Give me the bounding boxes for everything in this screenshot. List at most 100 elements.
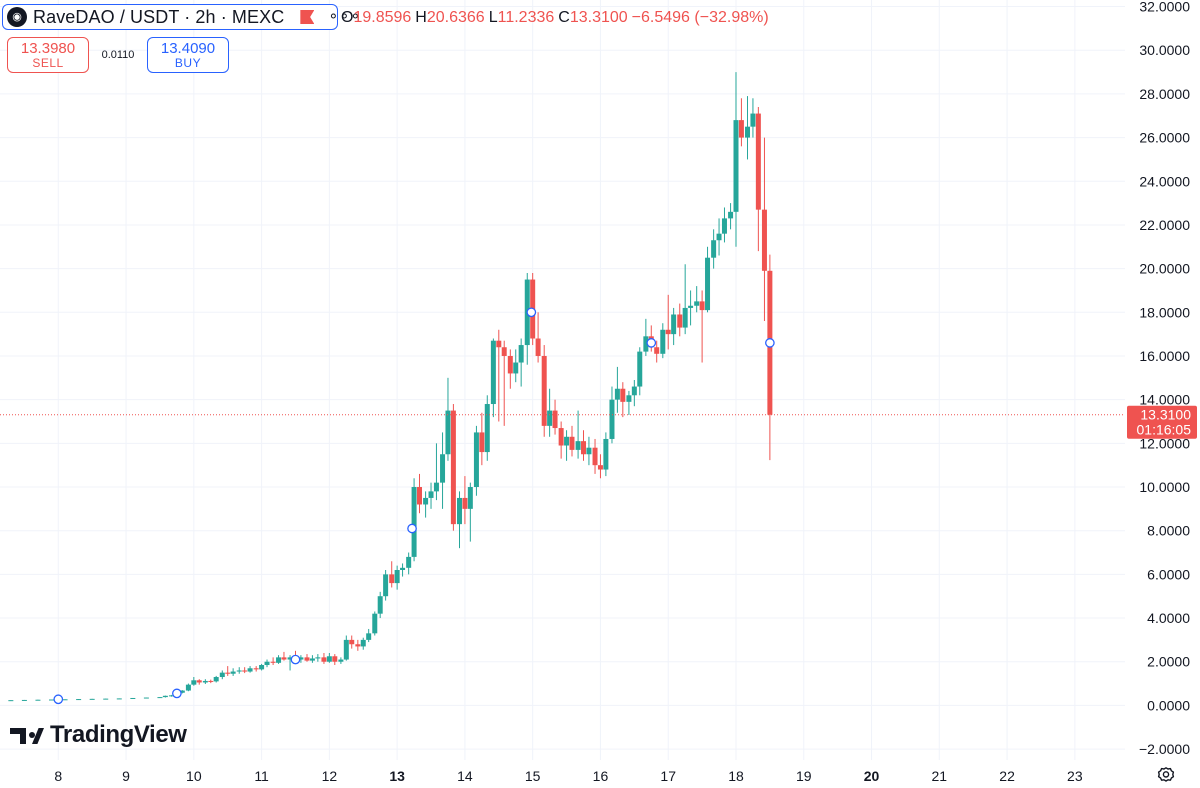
candle-body (62, 699, 68, 701)
candle-up (484, 395, 490, 461)
candle-up (614, 366, 620, 413)
candle-down (767, 254, 773, 461)
candle-up (428, 482, 434, 509)
candle-body (116, 698, 122, 700)
candle-up (490, 338, 496, 418)
candle-body (185, 684, 191, 691)
candle-up (745, 96, 751, 160)
sell-button[interactable]: 13.3980 SELL (7, 37, 89, 73)
candle-up (162, 695, 168, 698)
candle-up (326, 652, 332, 663)
change-value: −6.5496 (−32.98%) (631, 9, 769, 26)
y-tick-label: 22.0000 (1139, 217, 1190, 233)
candle-up (230, 668, 236, 676)
candle-down (665, 294, 671, 350)
candle-body (677, 314, 683, 328)
y-tick-label: 16.0000 (1139, 348, 1190, 364)
candle-body (89, 698, 95, 700)
candle-body (440, 454, 446, 483)
candle-body (76, 699, 82, 701)
event-marker (290, 654, 301, 665)
event-marker (407, 523, 417, 534)
low-label: L (488, 9, 498, 26)
candle-down (304, 654, 310, 662)
candle-up (433, 443, 439, 501)
flag-icon[interactable] (300, 10, 314, 24)
candle-body (417, 487, 423, 505)
candle-body (130, 697, 136, 699)
y-tick-label: 2.0000 (1147, 654, 1190, 670)
x-tick-label: 11 (254, 768, 269, 784)
candle-up (338, 657, 344, 664)
candle-body (541, 355, 547, 426)
candle-up (473, 425, 479, 496)
candle-up (116, 698, 122, 700)
buy-button[interactable]: 13.4090 BUY (147, 37, 229, 73)
candle-down (349, 635, 355, 649)
candle-body (456, 497, 462, 525)
candle-body (400, 567, 406, 570)
high-label: H (415, 9, 427, 26)
symbol-title[interactable]: RaveDAO / USDT · 2h · MEXC (33, 6, 285, 27)
candle-up (750, 98, 756, 138)
candle-up (513, 349, 519, 383)
candle-body (287, 657, 293, 660)
candle-down (620, 382, 626, 418)
trade-panel: 13.3980 SELL 0.0110 13.4090 BUY (7, 37, 229, 73)
candle-body (143, 697, 149, 699)
candle-body (490, 340, 496, 405)
candle-body (671, 314, 677, 335)
candle-up (360, 637, 366, 650)
candle-body (332, 656, 338, 662)
candle-body (626, 395, 632, 402)
x-axis[interactable]: 8 9 10 11 12 13 14 15 16 17 18 19 20 21 22 23 (54, 768, 1082, 784)
candle-up (130, 697, 136, 699)
candle-up (202, 679, 208, 684)
y-axis[interactable]: 32.0000 30.0000 28.0000 26.0000 24.0000 22.00… (1139, 0, 1190, 757)
candle-body (614, 388, 620, 400)
candle-up (236, 667, 242, 674)
close-label: C (558, 9, 570, 26)
candle-body (360, 639, 366, 647)
candle-up (157, 697, 163, 699)
ohlc-readout: O 19.8596 H 20.6366 L 11.2336 C 13.3100 −6.5… (341, 9, 769, 27)
candle-body (450, 410, 456, 525)
candle-body (21, 699, 27, 701)
candle-body (654, 347, 660, 354)
settings-icon[interactable] (1157, 766, 1175, 784)
candle-body (230, 671, 236, 674)
tradingview-logo[interactable]: TradingView (10, 721, 187, 749)
candle-up (213, 675, 219, 683)
current-price-label-bg (1127, 405, 1197, 439)
candle-up (191, 677, 197, 686)
x-tick-label: 23 (1067, 768, 1083, 784)
candle-up (315, 654, 321, 662)
candle-body (564, 436, 570, 446)
candle-up (721, 207, 727, 243)
y-tick-label: 30.0000 (1139, 42, 1190, 58)
x-tick-label: 17 (660, 768, 676, 784)
candle-up (298, 655, 304, 663)
candle-body (711, 240, 717, 258)
candle-body (191, 680, 197, 685)
candle-down (496, 329, 502, 422)
candle-body (688, 305, 694, 308)
candle-body (462, 497, 468, 509)
candle-body (242, 670, 248, 672)
candle-down (569, 425, 575, 457)
candle-body (315, 657, 321, 659)
candle-up (733, 72, 739, 247)
candle-body (728, 211, 734, 219)
candle-down (270, 657, 276, 665)
candle-up (103, 698, 109, 700)
candle-body (304, 657, 310, 661)
candle-body (547, 410, 553, 426)
open-value: 19.8596 (353, 9, 412, 26)
sell-label: SELL (32, 55, 64, 70)
more-horizontal-icon[interactable]: ∘∘∘ (328, 8, 362, 25)
candle-down (677, 303, 683, 337)
candle-down (738, 98, 744, 147)
candle-body (755, 113, 761, 210)
symbol-header[interactable]: ◉ RaveDAO / USDT · 2h · MEXC ∘∘∘ (2, 4, 360, 30)
